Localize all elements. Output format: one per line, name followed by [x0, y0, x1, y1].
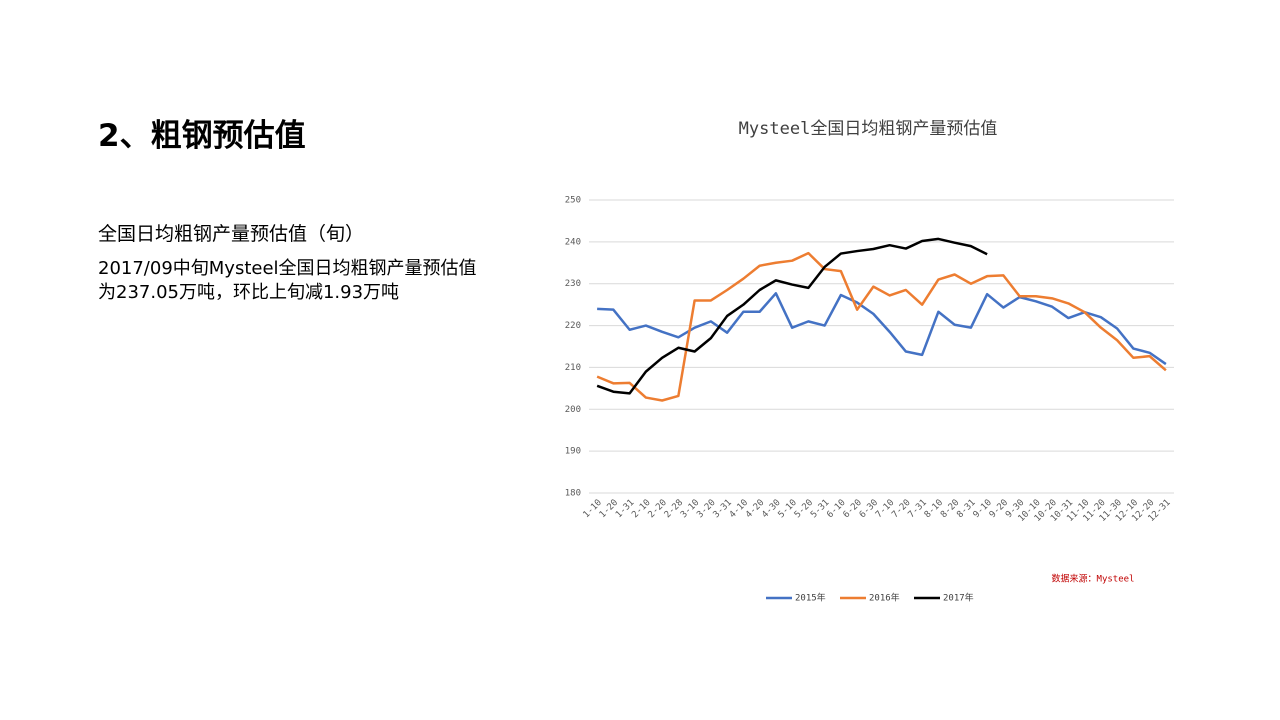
y-tick-label: 200: [565, 405, 581, 415]
series-line: [596, 237, 988, 395]
chart-title: Mysteel全国日均粗钢产量预估值: [739, 119, 998, 139]
series-line: [597, 292, 1167, 366]
heading: 2、粗钢预估值: [98, 118, 306, 154]
legend-label: 2017年: [943, 592, 974, 604]
y-tick-label: 210: [565, 363, 581, 373]
y-tick-label: 250: [565, 196, 581, 206]
legend-label: 2016年: [869, 592, 900, 604]
series-line: [596, 251, 1167, 402]
subheading: 全国日均粗钢产量预估值（旬）: [98, 223, 365, 245]
source: 数据来源：Mysteel: [1052, 573, 1135, 585]
y-tick-label: 180: [565, 489, 581, 499]
y-tick-label: 240: [565, 237, 581, 247]
y-tick-label: 190: [565, 447, 581, 457]
legend-label: 2015年: [795, 592, 826, 604]
y-tick-label: 230: [565, 279, 581, 289]
y-tick-label: 220: [565, 321, 581, 331]
paragraph: 2017/09中旬Mysteel全国日均粗钢产量预估值为237.05万吨，环比上…: [98, 258, 477, 303]
